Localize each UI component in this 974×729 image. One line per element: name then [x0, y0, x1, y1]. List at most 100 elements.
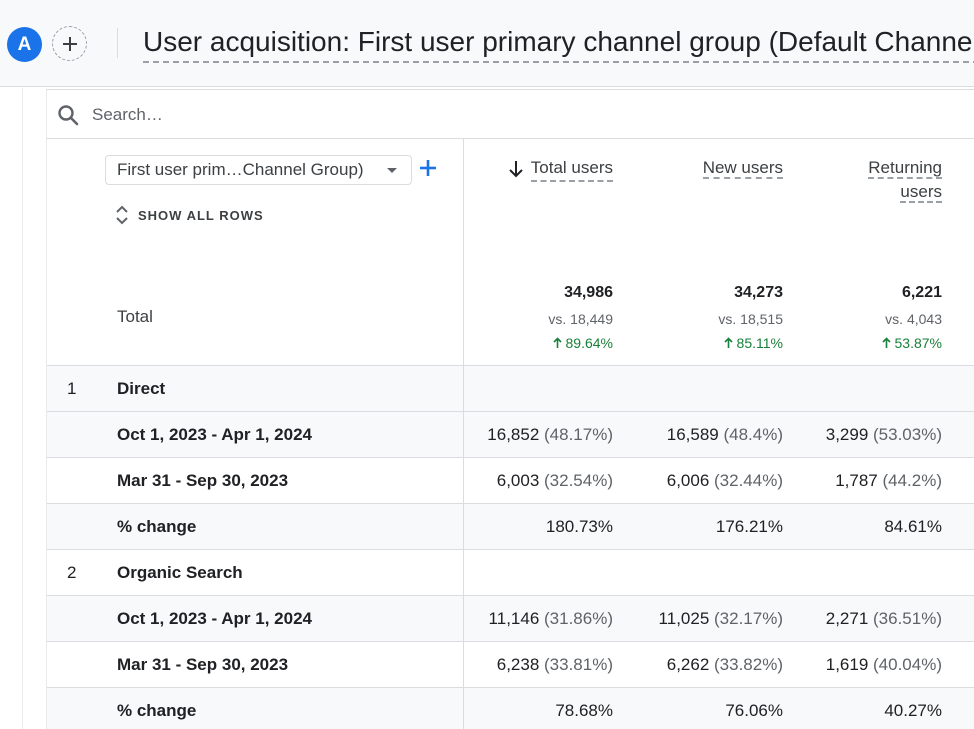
row-label: Oct 1, 2023 - Apr 1, 2024 [117, 609, 312, 628]
total-change: 53.87% [881, 335, 942, 351]
total-value: 6,221 [901, 284, 942, 301]
page-title[interactable]: User acquisition: First user primary cha… [143, 24, 974, 63]
cell-value: 6,003 [496, 471, 540, 490]
row-label: Direct [117, 379, 166, 398]
header-divider [117, 28, 118, 58]
cell-total-users: 11,146 (31.86%) [489, 609, 613, 629]
totals-label: Total [117, 307, 153, 326]
data-table [46, 139, 974, 729]
cell-value: 6,262 [666, 655, 710, 674]
row-divider [463, 550, 464, 596]
total-cell-new-users: 34,273 vs. 18,515 85.11% [718, 284, 783, 351]
cell-value: 16,589 [666, 425, 719, 444]
row-divider [463, 366, 464, 412]
cell-percent: (32.44%) [714, 471, 783, 490]
column-header-label-line2: users [900, 182, 942, 203]
total-comparison: vs. 18,515 [718, 311, 783, 327]
cell-percent: (31.86%) [544, 609, 613, 628]
row-label: % change [117, 701, 197, 720]
cell-returning-users: 1,787 (44.2%) [835, 471, 942, 491]
plus-icon [62, 36, 77, 51]
row-index: 2 [67, 563, 77, 582]
row-divider [463, 458, 464, 504]
column-header-new-users[interactable]: New users [702, 156, 783, 180]
row-divider [463, 504, 464, 550]
table-row: Mar 31 - Sep 30, 2023 6,003 (32.54%) 6,0… [47, 457, 974, 504]
total-value: 34,986 [564, 284, 613, 301]
change-value: 89.64% [565, 335, 613, 351]
table-row: Mar 31 - Sep 30, 2023 6,238 (33.81%) 6,2… [47, 641, 974, 688]
row-index: 1 [67, 379, 77, 398]
cell-value: 11,025 [658, 609, 710, 628]
total-cell-returning-users: 6,221 vs. 4,043 53.87% [881, 284, 942, 351]
row-divider [463, 412, 464, 458]
total-comparison: vs. 18,449 [548, 311, 613, 327]
add-dimension-plus-icon[interactable] [418, 158, 438, 178]
left-rail-divider [22, 88, 23, 729]
change-value: 53.87% [894, 335, 942, 351]
arrow-up-icon [723, 337, 733, 348]
sort-descending-arrow-icon [509, 161, 523, 178]
cell-percent: (33.81%) [544, 655, 613, 674]
row-divider [463, 642, 464, 688]
table-row: % change 180.73% 176.21% 84.61% [47, 503, 974, 550]
dimension-select[interactable]: First user prim…Channel Group) [105, 155, 412, 185]
cell-total-users: 16,852 (48.17%) [487, 425, 613, 445]
cell-total-users: 180.73% [545, 517, 613, 536]
cell-total-users: 6,003 (32.54%) [497, 471, 613, 491]
column-header-returning-users[interactable]: Returning users [822, 156, 942, 204]
total-comparison: vs. 4,043 [885, 311, 942, 327]
cell-percent: (48.4%) [723, 425, 783, 444]
cell-returning-users: 1,619 (40.04%) [826, 655, 942, 675]
cell-total-users: 6,238 (33.81%) [497, 655, 613, 675]
cell-new-users: 176.21% [715, 517, 783, 536]
row-divider [463, 596, 464, 642]
total-change: 85.11% [718, 335, 783, 351]
cell-percent: (32.54%) [544, 471, 613, 490]
cell-new-users: 6,262 (33.82%) [667, 655, 783, 675]
row-label: Mar 31 - Sep 30, 2023 [117, 471, 289, 490]
row-divider [463, 688, 464, 729]
cell-value: 3,299 [825, 425, 869, 444]
cell-value: 6,006 [666, 471, 710, 490]
change-value: 85.11% [736, 335, 783, 351]
cell-new-users: 16,589 (48.4%) [667, 425, 783, 445]
cell-percent: (32.17%) [714, 609, 783, 628]
table-row-channel[interactable]: 1 Direct [47, 365, 974, 412]
row-label: Oct 1, 2023 - Apr 1, 2024 [117, 425, 312, 444]
column-header-label: New users [702, 158, 783, 179]
search-input[interactable] [92, 100, 592, 130]
cell-value: 11,146 [488, 609, 540, 628]
cell-new-users: 6,006 (32.44%) [667, 471, 783, 491]
column-header-total-users[interactable]: Total users [507, 156, 613, 182]
arrow-up-icon [552, 337, 562, 348]
dimension-select-value: First user prim…Channel Group) [117, 160, 364, 179]
table-row-channel[interactable]: 2 Organic Search [47, 549, 974, 596]
table-row: % change 78.68% 76.06% 40.27% [47, 687, 974, 729]
total-cell-total-users: 34,986 vs. 18,449 89.64% [548, 284, 613, 351]
search-bar [46, 89, 974, 139]
caret-down-icon [387, 168, 397, 173]
report-header: A User acquisition: First user primary c… [0, 0, 974, 87]
table-row: Oct 1, 2023 - Apr 1, 2024 11,146 (31.86%… [47, 595, 974, 642]
cell-new-users: 76.06% [725, 701, 783, 720]
cell-total-users: 78.68% [555, 701, 613, 720]
column-header-label: Total users [530, 156, 613, 182]
row-label: Mar 31 - Sep 30, 2023 [117, 655, 289, 674]
cell-value: 2,271 [825, 609, 869, 628]
cell-percent: (44.2%) [882, 471, 942, 490]
cell-value: 1,619 [825, 655, 869, 674]
row-label: Organic Search [117, 563, 243, 582]
arrow-up-icon [881, 337, 891, 348]
comparison-avatar[interactable]: A [7, 27, 42, 62]
add-comparison-button[interactable] [52, 26, 87, 61]
cell-returning-users: 3,299 (53.03%) [826, 425, 942, 445]
cell-percent: (48.17%) [544, 425, 613, 444]
cell-value: 16,852 [487, 425, 540, 444]
search-icon [58, 105, 79, 126]
cell-new-users: 11,025 (32.17%) [659, 609, 783, 629]
cell-percent: (36.51%) [873, 609, 942, 628]
row-label: % change [117, 517, 197, 536]
show-all-rows-button[interactable]: SHOW ALL ROWS [114, 205, 264, 225]
column-header-label-line1: Returning [868, 158, 942, 179]
